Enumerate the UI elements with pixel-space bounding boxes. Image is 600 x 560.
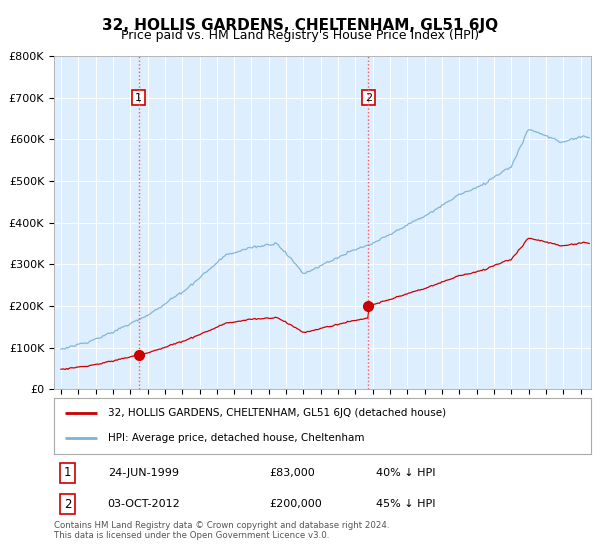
- Text: £200,000: £200,000: [269, 499, 322, 509]
- Text: 24-JUN-1999: 24-JUN-1999: [108, 468, 179, 478]
- Text: 03-OCT-2012: 03-OCT-2012: [108, 499, 181, 509]
- Text: 45% ↓ HPI: 45% ↓ HPI: [376, 499, 436, 509]
- Text: 40% ↓ HPI: 40% ↓ HPI: [376, 468, 436, 478]
- Text: £83,000: £83,000: [269, 468, 314, 478]
- Text: 2: 2: [64, 498, 71, 511]
- Text: Contains HM Land Registry data © Crown copyright and database right 2024.
This d: Contains HM Land Registry data © Crown c…: [54, 521, 389, 540]
- Text: 2: 2: [365, 92, 372, 102]
- Text: HPI: Average price, detached house, Cheltenham: HPI: Average price, detached house, Chel…: [108, 433, 364, 444]
- Text: Price paid vs. HM Land Registry's House Price Index (HPI): Price paid vs. HM Land Registry's House …: [121, 29, 479, 42]
- Text: 32, HOLLIS GARDENS, CHELTENHAM, GL51 6JQ (detached house): 32, HOLLIS GARDENS, CHELTENHAM, GL51 6JQ…: [108, 408, 446, 418]
- Text: 32, HOLLIS GARDENS, CHELTENHAM, GL51 6JQ: 32, HOLLIS GARDENS, CHELTENHAM, GL51 6JQ: [102, 18, 498, 33]
- Text: 1: 1: [64, 466, 71, 479]
- Text: 1: 1: [135, 92, 142, 102]
